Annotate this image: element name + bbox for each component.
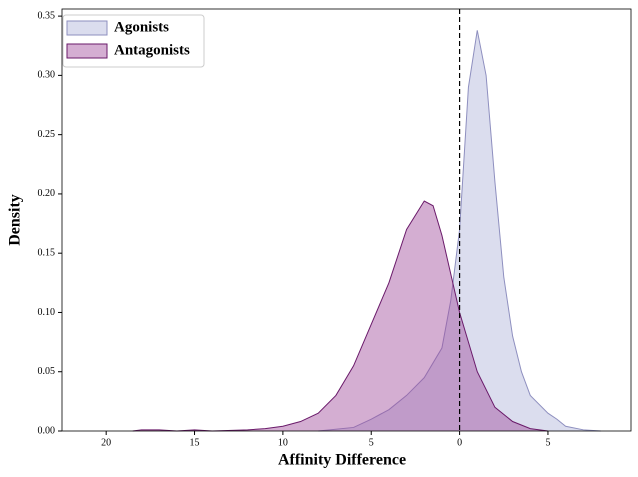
- area-fill: [132, 201, 548, 431]
- legend: Agonists Antagonists: [62, 14, 205, 68]
- y-axis-label: Density: [7, 194, 24, 246]
- legend-swatch: [66, 43, 108, 59]
- y-tick-label: 0.00: [38, 425, 56, 436]
- x-tick-label: 5: [369, 437, 374, 448]
- x-tick-label: 15: [190, 437, 200, 448]
- y-tick-label: 0.10: [38, 307, 56, 318]
- legend-swatch: [66, 20, 108, 36]
- plot-frame: [61, 8, 632, 432]
- density-line: [132, 200, 549, 432]
- legend-label: Antagonists: [114, 42, 190, 58]
- x-axis-label: Affinity Difference: [278, 452, 406, 469]
- x-tick-label: 0: [457, 437, 462, 448]
- x-tick-label: 10: [278, 437, 288, 448]
- x-tick-label: 5: [545, 437, 550, 448]
- y-tick-label: 0.30: [38, 70, 56, 81]
- legend-label: Agonists: [114, 19, 169, 35]
- y-tick-label: 0.25: [38, 129, 56, 140]
- density-line: [318, 30, 601, 432]
- y-tick-label: 0.15: [38, 247, 56, 258]
- x-tick-label: 20: [101, 437, 111, 448]
- y-tick-label: 0.05: [38, 366, 56, 377]
- y-tick-label: 0.35: [38, 10, 56, 21]
- y-tick-label: 0.20: [38, 188, 56, 199]
